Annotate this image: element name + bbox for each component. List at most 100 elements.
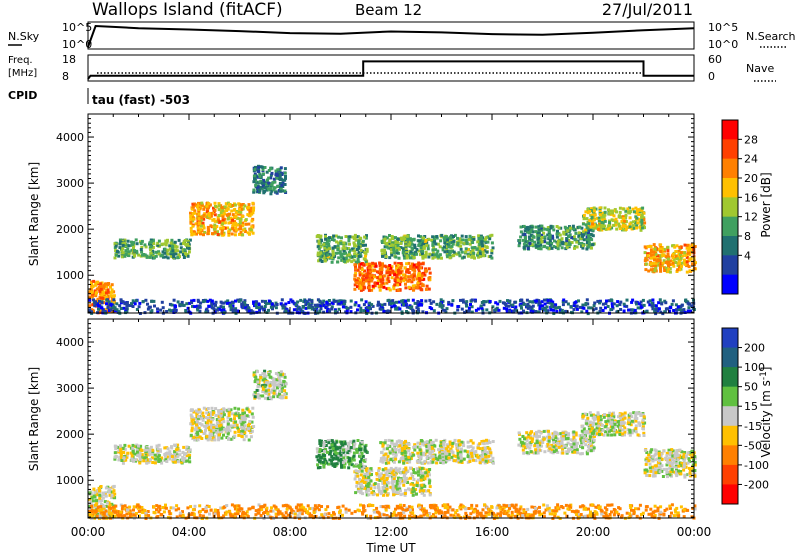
heatmap-cell (652, 250, 656, 254)
heatmap-cell (205, 407, 209, 411)
heatmap-cell (267, 187, 271, 191)
heatmap-cell (166, 248, 170, 252)
heatmap-cell (275, 173, 279, 177)
heatmap-cell (224, 202, 228, 206)
heatmap-cell (229, 221, 233, 225)
heatmap-cell (217, 202, 221, 206)
heatmap-cell (204, 310, 208, 314)
heatmap-cell (191, 219, 195, 223)
heatmap-cell (281, 303, 285, 307)
heatmap-cell (218, 220, 222, 224)
heatmap-cell (175, 451, 179, 455)
heatmap-cell (578, 225, 582, 229)
heatmap-cell (420, 274, 424, 278)
heatmap-cell (648, 299, 652, 303)
heatmap-cell (186, 459, 189, 463)
heatmap-cell (679, 251, 683, 255)
heatmap-cell (254, 174, 258, 178)
heatmap-cell (597, 216, 601, 220)
heatmap-cell (272, 395, 276, 399)
heatmap-cell (345, 253, 349, 257)
heatmap-cell (404, 282, 407, 286)
heatmap-cell (353, 277, 357, 281)
heatmap-cell (365, 306, 369, 310)
heatmap-cell (257, 396, 261, 400)
heatmap-cell (222, 413, 226, 417)
heatmap-cell (411, 262, 414, 266)
heatmap-cell (109, 294, 113, 298)
heatmap-cell (653, 309, 657, 313)
heatmap-cell (649, 260, 653, 264)
heatmap-cell (122, 456, 126, 460)
heatmap-cell (338, 440, 342, 444)
heatmap-cell (494, 301, 498, 305)
heatmap-cell (202, 233, 205, 237)
heatmap-cell (686, 309, 690, 313)
cpid-value: tau (fast) -503 (92, 93, 190, 107)
heatmap-cell (203, 431, 207, 435)
heatmap-cell (275, 378, 279, 382)
heatmap-cell (189, 226, 193, 230)
heatmap-cell (377, 284, 381, 288)
heatmap-cell (151, 448, 155, 452)
heatmap-cell (442, 245, 446, 249)
heatmap-cell (415, 248, 419, 251)
heatmap-cell (144, 298, 148, 302)
heatmap-cell (157, 460, 161, 463)
heatmap-cell (141, 253, 144, 257)
heatmap-cell (370, 473, 373, 476)
heatmap-cell (121, 239, 125, 243)
heatmap-cell (238, 420, 242, 424)
heatmap-cell (671, 299, 675, 303)
heatmap-cell (644, 246, 648, 250)
heatmap-cell (131, 305, 135, 308)
heatmap-cell (362, 281, 366, 285)
heatmap-cell (556, 245, 560, 249)
heatmap-cell (185, 454, 189, 458)
heatmap-cell (513, 300, 517, 304)
heatmap-cell (325, 240, 329, 244)
heatmap-cell (343, 462, 347, 466)
heatmap-cell (682, 258, 686, 262)
heatmap-cell (215, 431, 219, 435)
heatmap-cell (112, 298, 116, 302)
heatmap-cell (428, 298, 432, 302)
heatmap-cell (357, 250, 361, 254)
heatmap-cell (590, 213, 594, 217)
heatmap-cell (156, 449, 160, 453)
heatmap-cell (229, 303, 233, 307)
heatmap-cell (405, 254, 409, 258)
heatmap-cell (189, 433, 193, 437)
heatmap-cell (319, 440, 323, 444)
heatmap-cell (263, 369, 267, 373)
heatmap-cell (653, 247, 657, 251)
heatmap-cell (424, 299, 428, 303)
heatmap-cell (334, 440, 338, 444)
heatmap-cell (320, 239, 323, 243)
heatmap-cell (446, 250, 450, 253)
heatmap-cell (527, 231, 531, 235)
heatmap-cell (210, 299, 214, 303)
heatmap-cell (403, 256, 407, 260)
heatmap-cell (202, 213, 206, 217)
heatmap-cell (197, 208, 201, 211)
heatmap-cell (413, 269, 417, 273)
heatmap-cell (365, 247, 369, 251)
heatmap-cell (674, 261, 678, 264)
heatmap-cell (136, 454, 140, 458)
heatmap-cell (257, 170, 261, 174)
heatmap-cell (390, 253, 394, 257)
heatmap-cell (340, 258, 344, 262)
heatmap-cell (393, 273, 397, 277)
heatmap-cell (347, 459, 351, 463)
heatmap-cell (347, 466, 351, 470)
heatmap-cell (253, 177, 256, 181)
heatmap-cell (150, 456, 154, 460)
heatmap-cell (221, 206, 225, 210)
heatmap-cell (631, 207, 635, 211)
heatmap-cell (196, 226, 200, 230)
heatmap-cell (276, 184, 280, 188)
heatmap-cell (554, 303, 558, 307)
heatmap-cell (385, 281, 389, 285)
heatmap-cell (676, 263, 680, 267)
